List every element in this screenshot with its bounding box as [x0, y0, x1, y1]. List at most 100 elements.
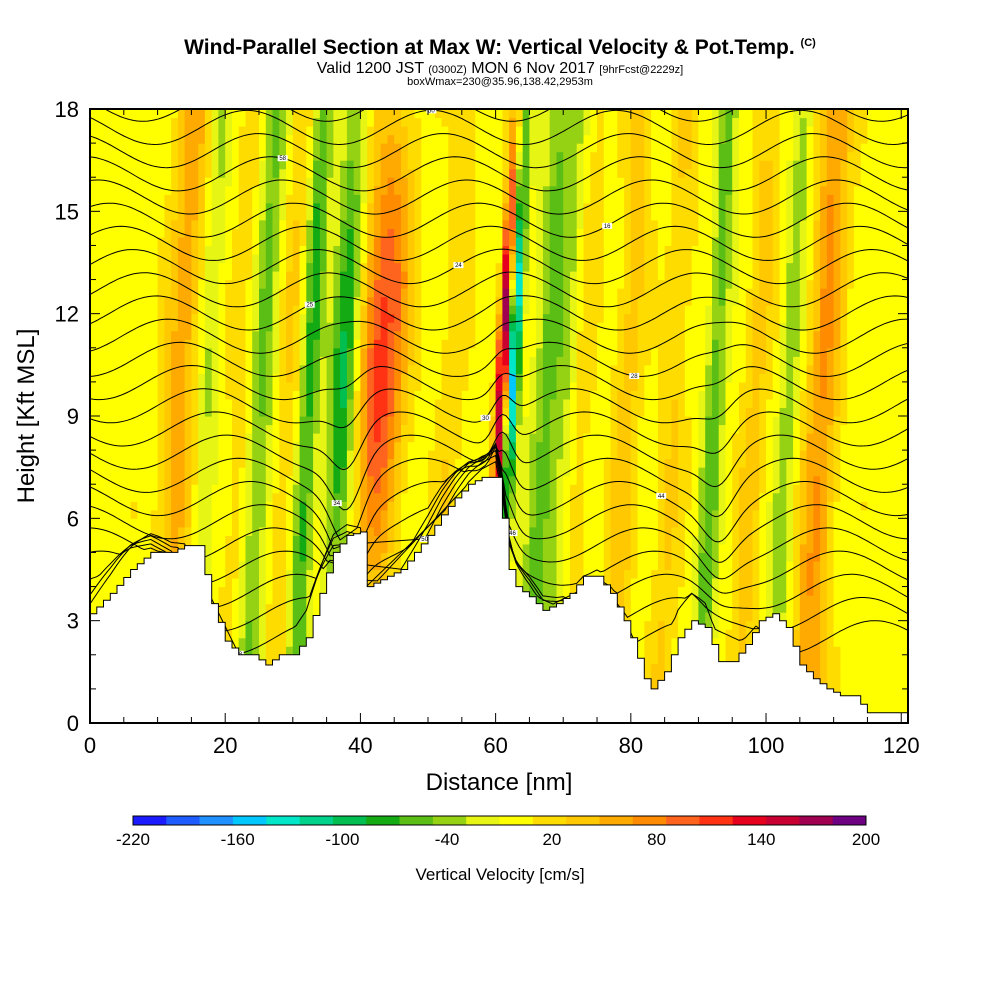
heat-cell — [259, 339, 267, 349]
heat-cell — [394, 484, 402, 494]
heat-cell — [150, 398, 159, 408]
heat-cell — [252, 185, 260, 195]
heat-cell — [191, 194, 199, 204]
heat-cell — [455, 339, 463, 349]
heat-cell — [434, 467, 443, 477]
heat-cell — [434, 484, 443, 494]
heat-cell — [265, 271, 274, 281]
heat-cell — [353, 279, 362, 289]
heat-cell — [536, 356, 544, 366]
heat-cell — [367, 407, 375, 417]
heat-cell — [144, 271, 152, 281]
heat-cell — [373, 364, 382, 374]
heat-cell — [218, 561, 226, 571]
heat-cell — [313, 279, 321, 289]
heat-cell — [333, 202, 341, 212]
heat-cell — [259, 151, 267, 161]
heat-cell — [502, 177, 510, 187]
heat-cell — [353, 296, 362, 306]
heat-cell — [380, 117, 389, 127]
heat-cell — [353, 475, 362, 485]
heat-cell — [238, 629, 247, 639]
heat-cell — [495, 313, 503, 323]
heat-cell — [96, 245, 105, 255]
heat-cell — [157, 151, 165, 161]
heat-cell — [137, 433, 145, 443]
heat-cell — [184, 475, 192, 485]
heat-cell — [204, 475, 213, 485]
heat-cell — [144, 202, 152, 212]
heat-cell — [171, 262, 179, 272]
heat-cell — [380, 467, 389, 477]
heat-cell — [245, 441, 253, 451]
heat-cell — [394, 561, 402, 571]
heat-cell — [536, 398, 544, 408]
heat-cell — [407, 475, 416, 485]
heat-cell — [103, 475, 111, 485]
heat-cell — [171, 381, 179, 391]
heat-cell — [380, 185, 389, 195]
heat-cell — [495, 330, 503, 340]
heat-cell — [259, 185, 267, 195]
heat-cell — [401, 117, 409, 127]
heat-cell — [522, 381, 531, 391]
heat-cell — [157, 168, 165, 178]
heat-cell — [387, 228, 395, 238]
heat-cell — [529, 211, 537, 221]
heat-cell — [387, 126, 395, 136]
heat-cell — [319, 458, 328, 468]
heat-cell — [353, 339, 362, 349]
heat-cell — [515, 305, 524, 315]
heat-cell — [286, 168, 294, 178]
heat-cell — [326, 271, 334, 281]
heat-cell — [299, 288, 307, 298]
heat-cell — [407, 305, 416, 315]
heat-cell — [238, 390, 247, 400]
heat-cell — [279, 578, 287, 588]
heat-cell — [549, 578, 558, 588]
heat-cell — [164, 398, 172, 408]
heat-cell — [198, 219, 206, 229]
heat-cell — [549, 433, 558, 443]
heat-cell — [367, 262, 375, 272]
heat-cell — [96, 475, 105, 485]
heat-cell — [475, 364, 483, 374]
heat-cell — [150, 501, 159, 511]
heat-cell — [245, 330, 253, 340]
heat-cell — [515, 535, 524, 545]
heat-cell — [542, 407, 551, 417]
heat-cell — [259, 629, 267, 639]
heat-cell — [319, 552, 328, 562]
heat-cell — [279, 271, 287, 281]
heat-cell — [137, 143, 145, 153]
heat-cell — [130, 364, 138, 374]
heat-cell — [401, 518, 409, 528]
heat-cell — [515, 245, 524, 255]
heat-cell — [407, 134, 416, 144]
heat-cell — [475, 390, 483, 400]
heat-cell — [326, 467, 334, 477]
heat-cell — [306, 364, 314, 374]
heat-cell — [238, 109, 247, 119]
heat-cell — [123, 262, 132, 272]
heat-cell — [313, 450, 321, 460]
heat-cell — [515, 424, 524, 434]
heat-cell — [455, 373, 463, 383]
heat-cell — [455, 134, 463, 144]
heat-cell — [536, 313, 544, 323]
heat-cell — [123, 236, 132, 246]
heat-cell — [414, 151, 422, 161]
heat-cell — [272, 279, 280, 289]
heat-cell — [461, 117, 470, 127]
heat-cell — [245, 561, 253, 571]
heat-cell — [380, 305, 389, 315]
heat-cell — [441, 339, 449, 349]
heat-cell — [529, 245, 537, 255]
heat-cell — [360, 467, 368, 477]
heat-cell — [529, 416, 537, 426]
heat-cell — [177, 305, 186, 315]
heat-cell — [448, 433, 456, 443]
heat-cell — [272, 543, 280, 553]
heat-cell — [407, 143, 416, 153]
heat-cell — [265, 126, 274, 136]
